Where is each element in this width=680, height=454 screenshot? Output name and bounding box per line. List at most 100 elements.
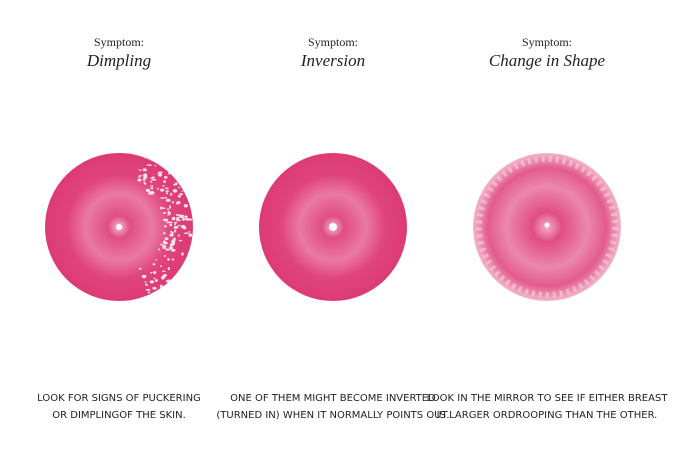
dimple (169, 244, 175, 247)
dimple (148, 191, 153, 195)
dimple (177, 195, 182, 198)
description-line: LOOK FOR SIGNS OF PUCKERING (37, 393, 201, 404)
dimple (159, 284, 163, 289)
dimple (167, 214, 171, 216)
dimple (174, 221, 178, 224)
dimple (145, 283, 148, 286)
dimple (150, 271, 153, 274)
dimple (160, 265, 162, 267)
dimple (166, 191, 168, 195)
dimple (179, 214, 185, 217)
dimple (171, 258, 175, 261)
dimple (165, 190, 170, 192)
dimple (170, 248, 176, 252)
dimple (156, 187, 159, 191)
dimple (188, 233, 193, 237)
description-line: ONE OF THEM MIGHT BECOME INVERTED (230, 393, 436, 404)
dimple (182, 226, 187, 230)
dimple (178, 239, 183, 242)
dimple (163, 241, 168, 245)
dimple (138, 176, 141, 179)
symptom-title: Dimpling (86, 51, 151, 70)
dimple (160, 188, 165, 192)
dimple (153, 277, 156, 280)
symptom-label: Symptom: (522, 35, 572, 49)
dimple (161, 207, 166, 209)
dimple (143, 156, 148, 159)
symptom-title: Inversion (300, 51, 365, 70)
dimple (167, 267, 171, 271)
dimple (183, 204, 189, 208)
dimple (171, 241, 176, 245)
dimple (145, 288, 151, 291)
dimple (184, 215, 188, 218)
dimple (150, 186, 154, 190)
dimple (172, 189, 178, 193)
dimple (171, 216, 176, 221)
circles (45, 153, 621, 301)
description-line: IS LARGER ORDROOPING THAN THE OTHER. (437, 410, 658, 421)
dimple (173, 225, 179, 229)
symptom-title: Change in Shape (489, 51, 606, 70)
dimple (157, 171, 163, 174)
dimple (165, 248, 170, 251)
dimple (177, 234, 180, 237)
dimple (178, 186, 180, 189)
dimple (183, 232, 189, 235)
dimple (158, 173, 163, 177)
dimple (142, 168, 147, 172)
dimple (177, 216, 180, 220)
dimple (174, 229, 177, 233)
description-line: (TURNED IN) WHEN IT NORMALLY POINTS OUT. (216, 410, 449, 421)
dimple (163, 218, 169, 222)
dimple (170, 192, 173, 196)
dimple (164, 187, 169, 190)
dimple (145, 188, 151, 192)
dimple (167, 210, 171, 215)
dimple (167, 258, 170, 261)
description-line: LOOK IN THE MIRROR TO SEE IF EITHER BREA… (427, 393, 669, 404)
dimple (169, 230, 173, 233)
dimple (162, 245, 167, 248)
dimple (176, 219, 182, 222)
dimple (146, 164, 152, 166)
nipple (544, 222, 550, 228)
dimple (165, 279, 169, 283)
dimple (169, 205, 171, 209)
dimple (144, 281, 147, 284)
dimple (162, 246, 166, 249)
dimple (150, 180, 153, 183)
dimple (163, 176, 168, 179)
dimple (165, 198, 171, 202)
dimples (137, 156, 193, 294)
dimple (154, 164, 157, 167)
dimple (162, 274, 167, 278)
irregular-edge (476, 156, 618, 298)
dimple (175, 182, 178, 186)
dimple (138, 175, 143, 177)
dimple (164, 254, 166, 258)
dimple (158, 248, 161, 251)
dimple (168, 221, 173, 224)
dimple (162, 211, 167, 214)
dimple (143, 174, 147, 179)
dimple (147, 291, 151, 294)
dimple (178, 224, 181, 227)
dimple (138, 169, 142, 171)
dimple (163, 240, 166, 243)
dimple (173, 237, 176, 242)
dimple (175, 213, 180, 216)
dimple (152, 263, 156, 266)
dimple (160, 243, 162, 246)
dimple (155, 259, 158, 261)
dimple (182, 217, 185, 221)
dimple (169, 223, 173, 227)
dimple (142, 178, 146, 181)
nipple (116, 224, 122, 230)
dimple (179, 193, 183, 196)
dimple (181, 190, 184, 192)
dimple (188, 230, 191, 234)
dimple (166, 208, 170, 210)
dimple (152, 286, 157, 290)
dimple (143, 181, 146, 184)
